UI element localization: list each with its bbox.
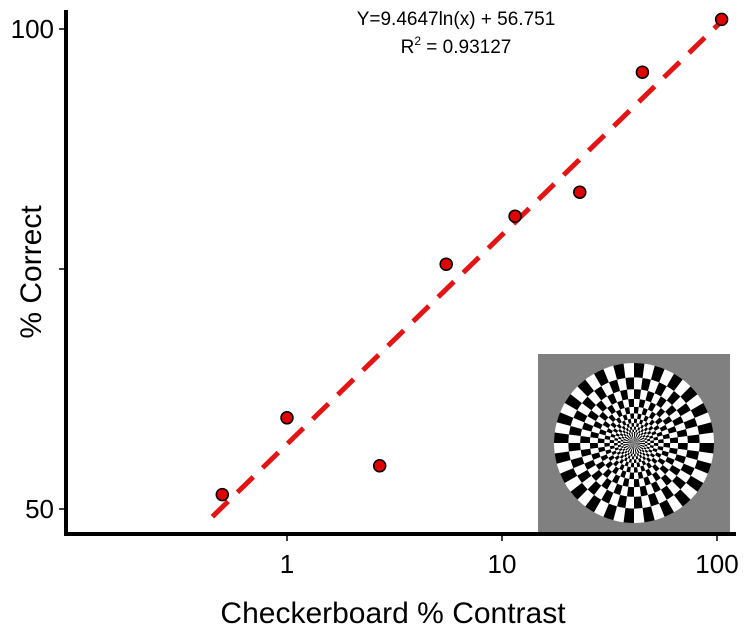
- checkerboard-inset: [538, 354, 730, 532]
- r-squared-superscript: 2: [414, 34, 421, 48]
- ticks: 1 10 100 50 100: [11, 14, 739, 579]
- fit-line: [210, 15, 728, 519]
- data-point-2: [372, 459, 387, 473]
- data-point-0: [215, 487, 230, 502]
- data-point-1: [280, 411, 294, 425]
- y-tick-label-2: 100: [11, 14, 54, 44]
- x-axis-title: Checkerboard % Contrast: [220, 597, 566, 630]
- x-tick-label-2: 100: [695, 549, 738, 579]
- data-point-5: [573, 185, 587, 199]
- data-points: [215, 12, 729, 502]
- checkerboard-center: [624, 433, 644, 453]
- checkerboard-dartboard-icon: [554, 363, 714, 523]
- fit-line-path: [210, 15, 728, 519]
- y-axis-title: % Correct: [15, 205, 48, 339]
- r-squared: R2 = 0.93127: [401, 34, 512, 58]
- x-tick-label-1: 10: [488, 549, 517, 579]
- axes: [64, 10, 736, 536]
- data-point-6: [635, 65, 650, 79]
- data-point-7: [714, 12, 729, 27]
- data-point-4: [508, 209, 522, 223]
- r-squared-prefix: R: [401, 37, 415, 58]
- y-tick-label-0: 50: [25, 494, 54, 524]
- fit-equation: Y=9.4647ln(x) + 56.751: [357, 9, 556, 30]
- r-squared-value: = 0.93127: [421, 37, 511, 58]
- data-point-3: [439, 257, 453, 271]
- x-tick-label-0: 1: [280, 549, 294, 579]
